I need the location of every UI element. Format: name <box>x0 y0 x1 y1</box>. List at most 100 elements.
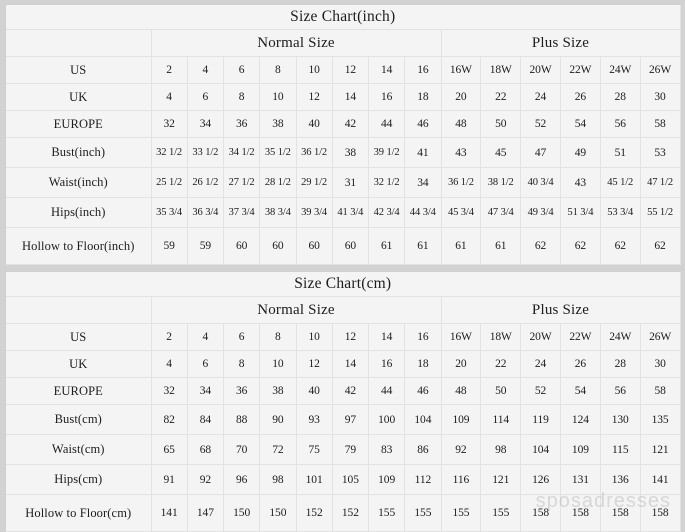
row-label-us: US <box>6 56 152 84</box>
table-cell: 59 <box>186 227 225 265</box>
table-cell: 62 <box>559 227 601 265</box>
table-cell: 53 <box>639 137 681 168</box>
table-cell: 96 <box>222 464 261 495</box>
table-cell: 98 <box>259 464 297 495</box>
table-cell: 44 <box>367 377 406 405</box>
title-row: Size Chart(inch) <box>6 5 681 30</box>
table-cell: 124 <box>559 404 601 435</box>
table-cell: 58 <box>639 110 681 138</box>
table-row: Hollow to Floor(inch) 59 59 60 60 60 60 61 61 61 6… <box>6 227 681 265</box>
table-cell: 39 3/4 <box>295 197 333 228</box>
table-cell: 158 <box>599 494 641 532</box>
table-cell: 24W <box>599 323 641 351</box>
table-row: Hollow to Floor(cm) 141 147 150 150 152 152 155… <box>6 494 681 532</box>
table-cell: 14 <box>331 350 370 378</box>
table-cell: 20 <box>440 83 482 111</box>
table-row: Hips(cm) 91 92 96 98 101 105 109 112 116 121 126 131… <box>6 464 681 495</box>
table-cell: 62 <box>520 227 561 265</box>
table-cell: 131 <box>559 464 601 495</box>
row-label-hollow-to-floor-cm: Hollow to Floor(cm) <box>6 494 152 532</box>
row-label-europe: EUROPE <box>6 110 152 138</box>
table-cell: 112 <box>404 464 442 495</box>
table-cell: 47 1/2 <box>639 167 681 198</box>
table-cell: 58 <box>639 377 681 405</box>
table-cell: 155 <box>404 494 442 532</box>
table-cell: 24 <box>520 83 561 111</box>
table-cell: 41 3/4 <box>331 197 370 228</box>
table-cell: 75 <box>295 434 333 465</box>
table-cell: 16 <box>404 56 442 84</box>
table-cell: 36 1/2 <box>295 137 333 168</box>
table-cell: 38 <box>259 110 297 138</box>
table-cell: 130 <box>599 404 641 435</box>
table-cell: 52 <box>520 110 561 138</box>
table-cell: 54 <box>559 377 601 405</box>
group-header-row: Normal Size Plus Size <box>6 296 681 324</box>
table-cell: 42 <box>331 377 370 405</box>
table-cell: 141 <box>150 494 188 532</box>
table-cell: 35 3/4 <box>150 197 188 228</box>
table-cell: 50 <box>480 377 522 405</box>
table-cell: 6 <box>222 323 261 351</box>
table-cell: 141 <box>639 464 681 495</box>
table-cell: 43 <box>440 137 482 168</box>
table-cell: 42 <box>331 110 370 138</box>
table-cell: 38 <box>331 137 370 168</box>
table-row: UK 4 6 8 10 12 14 16 18 20 22 24 26 28 30 <box>6 350 681 378</box>
table-cell: 91 <box>150 464 188 495</box>
table-cell: 24 <box>520 350 561 378</box>
table-cell: 26 <box>559 350 601 378</box>
table-cell: 2 <box>150 56 188 84</box>
table-cell: 115 <box>599 434 641 465</box>
table-cell: 68 <box>186 434 225 465</box>
table-cell: 27 1/2 <box>222 167 261 198</box>
table-cell: 52 <box>520 377 561 405</box>
table-cell: 10 <box>295 323 333 351</box>
table-cell: 36 <box>222 377 261 405</box>
table-cell: 30 <box>639 350 681 378</box>
table-cell: 97 <box>331 404 370 435</box>
table-row: UK 4 6 8 10 12 14 16 18 20 22 24 26 28 30 <box>6 83 681 111</box>
table-cell: 35 1/2 <box>259 137 297 168</box>
table-row: Bust(inch) 32 1/2 33 1/2 34 1/2 35 1/2 36 1/2… <box>6 137 681 168</box>
table-cell: 38 3/4 <box>259 197 297 228</box>
table-cell: 61 <box>367 227 406 265</box>
group-header-normal-size: Normal Size <box>150 29 442 57</box>
table-cell: 10 <box>259 83 297 111</box>
table-cell: 31 <box>331 167 370 198</box>
table-row: Waist(inch) 25 1/2 26 1/2 27 1/2 28 1/2 29 1/… <box>6 167 681 198</box>
table-cell: 49 3/4 <box>520 197 561 228</box>
table-cell: 8 <box>259 323 297 351</box>
table-cell: 60 <box>331 227 370 265</box>
table-cell: 45 <box>480 137 522 168</box>
table-cell: 60 <box>295 227 333 265</box>
table-cell: 16 <box>367 350 406 378</box>
size-chart-inch-block: Size Chart(inch) Normal Size Plus Size US 2 4… <box>5 4 681 265</box>
table-cell: 34 1/2 <box>222 137 261 168</box>
table-cell: 61 <box>480 227 522 265</box>
chart-title: Size Chart(cm) <box>6 272 681 297</box>
table-cell: 50 <box>480 110 522 138</box>
table-row: US 2 4 6 8 10 12 14 16 16W 18W 20W 22W 24W 26W <box>6 56 681 84</box>
table-cell: 49 <box>559 137 601 168</box>
table-cell: 158 <box>559 494 601 532</box>
table-cell: 105 <box>331 464 370 495</box>
table-cell: 12 <box>295 350 333 378</box>
table-cell: 84 <box>186 404 225 435</box>
table-row: US 2 4 6 8 10 12 14 16 16W 18W 20W 22W 24W 26W <box>6 323 681 351</box>
table-cell: 10 <box>295 56 333 84</box>
table-cell: 14 <box>367 323 406 351</box>
table-cell: 40 <box>295 377 333 405</box>
size-chart-cm-block: Size Chart(cm) Normal Size Plus Size US 2 4 6 8… <box>5 271 681 532</box>
table-cell: 34 <box>186 110 225 138</box>
table-cell: 114 <box>480 404 522 435</box>
table-cell: 18 <box>404 350 442 378</box>
table-cell: 6 <box>186 83 225 111</box>
table-cell: 119 <box>520 404 561 435</box>
table-cell: 22W <box>559 323 601 351</box>
row-label-hollow-to-floor-inch: Hollow to Floor(inch) <box>6 227 152 265</box>
table-cell: 155 <box>367 494 406 532</box>
table-cell: 62 <box>639 227 681 265</box>
table-cell: 121 <box>480 464 522 495</box>
